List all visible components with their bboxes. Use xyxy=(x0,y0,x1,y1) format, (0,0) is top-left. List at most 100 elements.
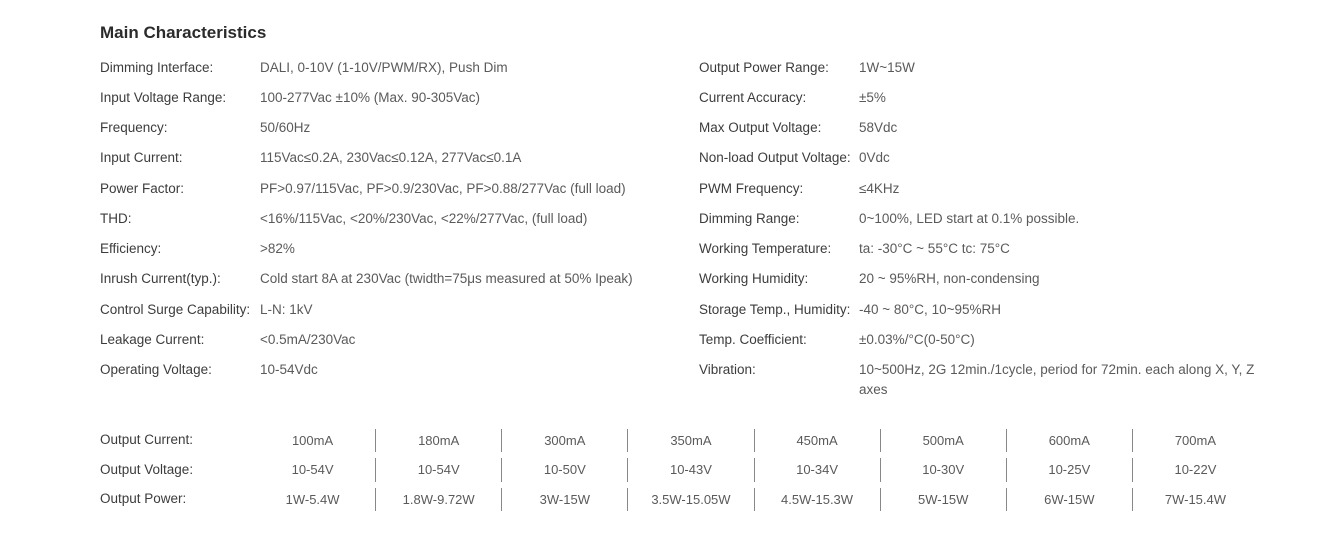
spec-value: ≤4KHz xyxy=(859,179,1258,199)
output-row-cells: 10-54V10-54V10-50V10-43V10-34V10-30V10-2… xyxy=(250,458,1258,482)
output-cell: 3.5W-15.05W xyxy=(628,488,754,512)
spec-label: Temp. Coefficient: xyxy=(699,330,859,350)
spec-row: Working Temperature:ta: -30°C ~ 55°C tc:… xyxy=(699,239,1258,259)
specs-columns: Dimming Interface:DALI, 0-10V (1-10V/PWM… xyxy=(100,58,1258,411)
spec-label: Working Temperature: xyxy=(699,239,859,259)
output-row: Output Voltage:10-54V10-54V10-50V10-43V1… xyxy=(100,458,1258,482)
output-row-cells: 1W-5.4W1.8W-9.72W3W-15W3.5W-15.05W4.5W-1… xyxy=(250,488,1258,512)
spec-value: 0Vdc xyxy=(859,148,1258,168)
spec-row: Current Accuracy:±5% xyxy=(699,88,1258,108)
spec-label: Max Output Voltage: xyxy=(699,118,859,138)
output-row: Output Power:1W-5.4W1.8W-9.72W3W-15W3.5W… xyxy=(100,488,1258,512)
spec-row: Input Current:115Vac≤0.2A, 230Vac≤0.12A,… xyxy=(100,148,659,168)
spec-row: Power Factor:PF>0.97/115Vac, PF>0.9/230V… xyxy=(100,179,659,199)
spec-value: 10~500Hz, 2G 12min./1cycle, period for 7… xyxy=(859,360,1258,401)
output-cell: 10-22V xyxy=(1133,458,1258,482)
output-cell: 10-50V xyxy=(502,458,628,482)
specs-left-column: Dimming Interface:DALI, 0-10V (1-10V/PWM… xyxy=(100,58,659,411)
output-cell: 1W-5.4W xyxy=(250,488,376,512)
output-cell: 300mA xyxy=(502,429,628,453)
spec-row: Dimming Range:0~100%, LED start at 0.1% … xyxy=(699,209,1258,229)
spec-label: Input Current: xyxy=(100,148,260,168)
output-row-cells: 100mA180mA300mA350mA450mA500mA600mA700mA xyxy=(250,429,1258,453)
spec-label: Frequency: xyxy=(100,118,260,138)
spec-value: <16%/115Vac, <20%/230Vac, <22%/277Vac, (… xyxy=(260,209,659,229)
output-cell: 450mA xyxy=(755,429,881,453)
output-row-label: Output Current: xyxy=(100,430,250,450)
spec-row: Dimming Interface:DALI, 0-10V (1-10V/PWM… xyxy=(100,58,659,78)
spec-label: Output Power Range: xyxy=(699,58,859,78)
spec-value: 20 ~ 95%RH, non-condensing xyxy=(859,269,1258,289)
spec-row: Temp. Coefficient:±0.03%/°C(0-50°C) xyxy=(699,330,1258,350)
output-cell: 100mA xyxy=(250,429,376,453)
output-cell: 600mA xyxy=(1007,429,1133,453)
output-cell: 700mA xyxy=(1133,429,1258,453)
output-cell: 10-30V xyxy=(881,458,1007,482)
output-cell: 10-43V xyxy=(628,458,754,482)
spec-label: THD: xyxy=(100,209,260,229)
spec-row: Input Voltage Range:100-277Vac ±10% (Max… xyxy=(100,88,659,108)
output-row: Output Current:100mA180mA300mA350mA450mA… xyxy=(100,429,1258,453)
spec-row: Max Output Voltage:58Vdc xyxy=(699,118,1258,138)
spec-row: Leakage Current:<0.5mA/230Vac xyxy=(100,330,659,350)
output-cell: 7W-15.4W xyxy=(1133,488,1258,512)
output-row-label: Output Voltage: xyxy=(100,460,250,480)
spec-label: Leakage Current: xyxy=(100,330,260,350)
spec-label: Power Factor: xyxy=(100,179,260,199)
spec-label: Non-load Output Voltage: xyxy=(699,148,859,168)
specs-right-column: Output Power Range:1W~15W Current Accurac… xyxy=(699,58,1258,411)
spec-value: Cold start 8A at 230Vac (twidth=75μs mea… xyxy=(260,269,659,289)
spec-row: Operating Voltage:10-54Vdc xyxy=(100,360,659,380)
spec-value: ±0.03%/°C(0-50°C) xyxy=(859,330,1258,350)
spec-value: 100-277Vac ±10% (Max. 90-305Vac) xyxy=(260,88,659,108)
spec-value: ta: -30°C ~ 55°C tc: 75°C xyxy=(859,239,1258,259)
output-row-label: Output Power: xyxy=(100,489,250,509)
output-cell: 180mA xyxy=(376,429,502,453)
spec-row: Working Humidity:20 ~ 95%RH, non-condens… xyxy=(699,269,1258,289)
output-cell: 10-34V xyxy=(755,458,881,482)
output-cell: 1.8W-9.72W xyxy=(376,488,502,512)
spec-value: 58Vdc xyxy=(859,118,1258,138)
spec-label: Working Humidity: xyxy=(699,269,859,289)
spec-label: Input Voltage Range: xyxy=(100,88,260,108)
spec-label: Vibration: xyxy=(699,360,859,401)
spec-value: 1W~15W xyxy=(859,58,1258,78)
spec-label: Storage Temp., Humidity: xyxy=(699,300,859,320)
spec-row: Storage Temp., Humidity:-40 ~ 80°C, 10~9… xyxy=(699,300,1258,320)
output-cell: 4.5W-15.3W xyxy=(755,488,881,512)
spec-value: 0~100%, LED start at 0.1% possible. xyxy=(859,209,1258,229)
spec-label: Operating Voltage: xyxy=(100,360,260,380)
output-cell: 6W-15W xyxy=(1007,488,1133,512)
section-title: Main Characteristics xyxy=(100,20,1258,46)
spec-value: 115Vac≤0.2A, 230Vac≤0.12A, 277Vac≤0.1A xyxy=(260,148,659,168)
spec-row: Control Surge Capability:L-N: 1kV xyxy=(100,300,659,320)
spec-row: Non-load Output Voltage:0Vdc xyxy=(699,148,1258,168)
output-cell: 5W-15W xyxy=(881,488,1007,512)
spec-row: PWM Frequency:≤4KHz xyxy=(699,179,1258,199)
spec-row: Frequency:50/60Hz xyxy=(100,118,659,138)
spec-value: >82% xyxy=(260,239,659,259)
spec-row: THD:<16%/115Vac, <20%/230Vac, <22%/277Va… xyxy=(100,209,659,229)
output-cell: 350mA xyxy=(628,429,754,453)
spec-value: PF>0.97/115Vac, PF>0.9/230Vac, PF>0.88/2… xyxy=(260,179,659,199)
spec-row: Vibration:10~500Hz, 2G 12min./1cycle, pe… xyxy=(699,360,1258,401)
spec-value: 10-54Vdc xyxy=(260,360,659,380)
spec-label: Control Surge Capability: xyxy=(100,300,260,320)
spec-label: Inrush Current(typ.): xyxy=(100,269,260,289)
spec-row: Output Power Range:1W~15W xyxy=(699,58,1258,78)
spec-row: Inrush Current(typ.):Cold start 8A at 23… xyxy=(100,269,659,289)
output-table: Output Current:100mA180mA300mA350mA450mA… xyxy=(100,429,1258,512)
spec-value: ±5% xyxy=(859,88,1258,108)
spec-row: Efficiency:>82% xyxy=(100,239,659,259)
spec-label: Dimming Interface: xyxy=(100,58,260,78)
output-cell: 10-25V xyxy=(1007,458,1133,482)
output-cell: 500mA xyxy=(881,429,1007,453)
spec-value: DALI, 0-10V (1-10V/PWM/RX), Push Dim xyxy=(260,58,659,78)
spec-value: -40 ~ 80°C, 10~95%RH xyxy=(859,300,1258,320)
spec-value: L-N: 1kV xyxy=(260,300,659,320)
spec-value: 50/60Hz xyxy=(260,118,659,138)
spec-label: Efficiency: xyxy=(100,239,260,259)
output-cell: 3W-15W xyxy=(502,488,628,512)
output-cell: 10-54V xyxy=(376,458,502,482)
spec-label: PWM Frequency: xyxy=(699,179,859,199)
